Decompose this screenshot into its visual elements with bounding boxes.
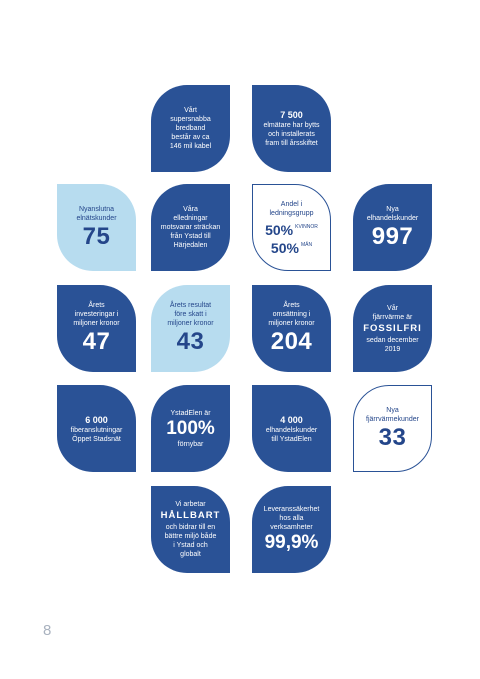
new-elhandel-number: 997	[371, 222, 414, 250]
new-grid-line: Nyanslutna	[78, 205, 115, 213]
women-share: 50% KVINNOR	[265, 220, 318, 238]
tile-fiber: 6 000 fiberanslutningar Öppet Stadsnät	[57, 385, 136, 472]
tile-new-elhandel-customers: Nya elhandelskunder 997	[353, 184, 432, 271]
district-heat-line: sedan december	[366, 336, 419, 344]
sustainable-line: bättre miljö både	[164, 533, 217, 540]
sustainable-line: och bidrar till en	[165, 524, 216, 531]
investments-line: Årets	[88, 302, 105, 309]
gender-line: ledningsgrupp	[269, 209, 314, 217]
investments-line: investeringar i	[74, 311, 119, 318]
reliability-line: verksamheter	[270, 524, 313, 531]
district-heat-line: fjärrvärme är	[372, 313, 413, 321]
tile-district-heating: Vår fjärrvärme är FOSSILFRI sedan decemb…	[353, 285, 432, 372]
tile-ystadelen-customers: 4 000 elhandelskunder till YstadElen	[252, 385, 331, 472]
district-heat-emphasis: FOSSILFRI	[363, 322, 422, 334]
gender-line: Andel i	[280, 200, 303, 208]
page-number: 8	[43, 622, 52, 639]
power-lines-line: från Ystad till	[170, 233, 211, 240]
result-number: 43	[176, 328, 205, 355]
ystadelen-number: 4 000	[280, 414, 303, 425]
new-grid-line: elnätskunder	[76, 214, 117, 222]
tile-turnover: Årets omsättning i miljoner kronor 204	[252, 285, 331, 372]
broadband-line: Vårt	[184, 107, 197, 114]
turnover-line: Årets	[283, 302, 300, 309]
turnover-line: miljoner kronor	[268, 320, 315, 327]
sustainable-line: globalt	[180, 551, 201, 558]
district-heat-line: 2019	[384, 345, 401, 353]
fiber-number: 6 000	[85, 414, 108, 425]
broadband-line: bredband	[175, 125, 206, 132]
turnover-number: 204	[270, 328, 313, 355]
renewable-line: förnybar	[177, 440, 204, 448]
broadband-line: supersnabba	[170, 116, 211, 123]
reliability-line: Leveranssäkerhet	[263, 506, 320, 513]
new-elhandel-line: elhandelskunder	[366, 214, 419, 222]
tile-renewable: YstadElen är 100% förnybar	[151, 385, 230, 472]
renewable-line: YstadElen är	[170, 409, 211, 417]
turnover-line: omsättning i	[272, 311, 311, 318]
ystadelen-line: till YstadElen	[271, 435, 312, 443]
new-heat-number: 33	[378, 423, 407, 451]
men-label: MÄN	[300, 241, 313, 248]
tile-power-lines: Våra elledningar motsvarar sträckan från…	[151, 184, 230, 271]
investments-line: miljoner kronor	[73, 320, 120, 327]
women-pct: 50%	[265, 221, 294, 238]
new-grid-number: 75	[82, 222, 111, 250]
power-lines-line: elledningar	[173, 215, 208, 222]
sustainable-emphasis: HÅLLBART	[160, 510, 221, 521]
renewable-number: 100%	[166, 417, 215, 439]
tile-broadband: Vårt supersnabba bredband består av ca 1…	[151, 85, 230, 172]
investments-number: 47	[82, 328, 111, 355]
sustainable-line: Vi arbetar	[175, 501, 206, 508]
new-heat-line: Nya	[386, 406, 399, 414]
power-lines-line: motsvarar sträckan	[160, 224, 221, 231]
result-line: Årets resultat	[169, 302, 212, 309]
women-label: KVINNOR	[295, 223, 318, 230]
tile-reliability: Leveranssäkerhet hos alla verksamheter 9…	[252, 486, 331, 573]
district-heat-line: Vår	[387, 304, 398, 312]
tile-gender-share: Andel i ledningsgrupp 50% KVINNOR 50% MÄ…	[252, 184, 331, 271]
meters-line: och installerats	[268, 131, 315, 138]
new-heat-line: fjärrvärmekunder	[366, 415, 419, 423]
result-line: före skatt i	[174, 311, 207, 318]
men-pct: 50%	[270, 239, 299, 256]
tile-sustainable: Vi arbetar HÅLLBART och bidrar till en b…	[151, 486, 230, 573]
meters-line: fram till årsskiftet	[265, 140, 318, 147]
tile-result: Årets resultat före skatt i miljoner kro…	[151, 285, 230, 372]
reliability-line: hos alla	[279, 515, 304, 522]
tile-investments: Årets investeringar i miljoner kronor 47	[57, 285, 136, 372]
meters-line: elmätare har bytts	[263, 122, 320, 129]
ystadelen-line: elhandelskunder	[265, 426, 318, 434]
power-lines-line: Våra	[183, 206, 198, 213]
power-lines-line: Härjedalen	[173, 242, 208, 249]
tile-new-heat-customers: Nya fjärrvärmekunder 33	[353, 385, 432, 472]
broadband-line: består av ca	[171, 134, 210, 141]
fiber-line: fiberanslutningar	[70, 426, 123, 434]
men-share: 50% MÄN	[271, 238, 312, 256]
tile-new-grid-customers: Nyanslutna elnätskunder 75	[57, 184, 136, 271]
meters-number: 7 500	[280, 110, 303, 120]
tile-meters: 7 500 elmätare har bytts och installerat…	[252, 85, 331, 172]
reliability-number: 99,9%	[264, 532, 319, 553]
sustainable-line: i Ystad och	[173, 542, 208, 549]
fiber-line: Öppet Stadsnät	[72, 435, 121, 443]
new-elhandel-line: Nya	[386, 205, 399, 213]
result-line: miljoner kronor	[167, 320, 214, 327]
broadband-line: 146 mil kabel	[169, 143, 212, 150]
